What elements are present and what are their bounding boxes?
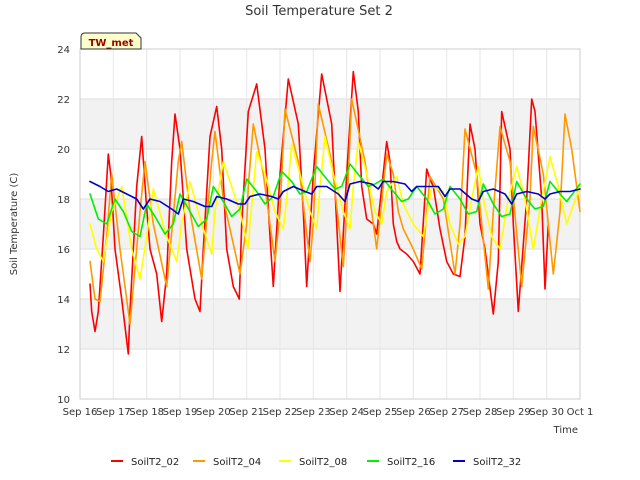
x-tick-label: Sep 18 bbox=[129, 407, 164, 418]
plot-background-bands bbox=[80, 49, 580, 399]
y-axis-title: Soil Temperature (C) bbox=[9, 173, 20, 276]
plot-band bbox=[80, 49, 580, 99]
badge-shape bbox=[80, 32, 142, 50]
y-tick-label: 18 bbox=[57, 195, 70, 206]
x-tick-label: Sep 28 bbox=[463, 407, 498, 418]
x-tick-label: Sep 24 bbox=[329, 407, 364, 418]
series-line-soilt2-04 bbox=[89, 98, 581, 325]
plot-band bbox=[80, 299, 580, 349]
x-tick-label: Sep 17 bbox=[96, 407, 131, 418]
legend-label: SoilT2_04 bbox=[213, 457, 261, 468]
x-tick-label: Sep 20 bbox=[196, 407, 231, 418]
y-tick-label: 24 bbox=[57, 45, 70, 56]
series-line-soilt2-08 bbox=[89, 135, 581, 280]
y-tick-label: 14 bbox=[57, 295, 70, 306]
legend-label: SoilT2_08 bbox=[299, 457, 347, 468]
x-axis-title: Time bbox=[553, 425, 578, 436]
y-tick-label: 22 bbox=[57, 95, 70, 106]
x-tick-label: Sep 19 bbox=[163, 407, 198, 418]
x-tick-label: Oct 1 bbox=[567, 407, 594, 418]
series-layer bbox=[89, 70, 581, 355]
legend: SoilT2_02 SoilT2_04 SoilT2_08 SoilT2_16 Soil… bbox=[111, 457, 521, 468]
y-tick-label: 12 bbox=[57, 345, 70, 356]
x-tick-label: Sep 30 bbox=[529, 407, 564, 418]
x-tick-label: Sep 16 bbox=[63, 407, 98, 418]
x-tick-label: Sep 25 bbox=[363, 407, 398, 418]
plot-band bbox=[80, 199, 580, 249]
y-tick-label: 10 bbox=[57, 395, 70, 406]
x-tick-label: Sep 21 bbox=[229, 407, 264, 418]
series-line-soilt2-32 bbox=[89, 180, 581, 215]
badge-label: TW_met bbox=[89, 38, 134, 49]
legend-label: SoilT2_32 bbox=[473, 457, 521, 468]
x-tick-label: Sep 22 bbox=[263, 407, 298, 418]
y-tick-label: 16 bbox=[57, 245, 70, 256]
tw-met-badge: TW_met bbox=[80, 32, 142, 50]
chart-title: Soil Temperature Set 2 bbox=[245, 4, 393, 19]
x-tick-label: Sep 23 bbox=[296, 407, 331, 418]
series-line-soilt2-16 bbox=[89, 163, 581, 238]
y-tick-labels: 10 12 14 16 18 20 22 24 bbox=[57, 45, 70, 406]
plot-band bbox=[80, 99, 580, 149]
x-tick-label: Sep 29 bbox=[496, 407, 531, 418]
plot-band bbox=[80, 249, 580, 299]
x-tick-label: Sep 27 bbox=[429, 407, 464, 418]
legend-label: SoilT2_16 bbox=[387, 457, 435, 468]
legend-label: SoilT2_02 bbox=[131, 457, 179, 468]
plot-frame bbox=[79, 48, 581, 400]
plot-band bbox=[80, 349, 580, 399]
y-tick-label: 20 bbox=[57, 145, 70, 156]
x-tick-label: Sep 26 bbox=[396, 407, 431, 418]
